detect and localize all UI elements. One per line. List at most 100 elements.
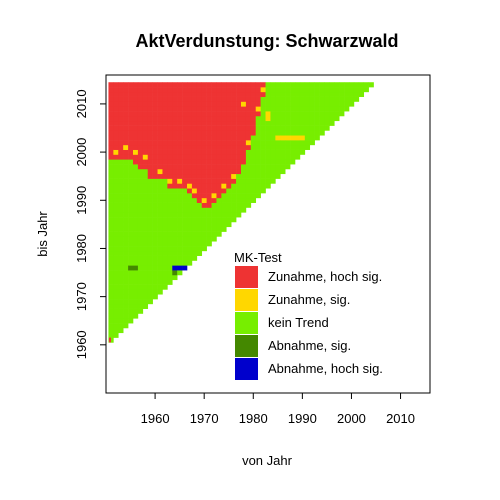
heatmap-cell bbox=[182, 135, 188, 141]
heatmap-cell bbox=[191, 173, 198, 179]
heatmap-cell bbox=[172, 178, 178, 184]
heatmap-cell bbox=[211, 173, 217, 179]
heatmap-cell bbox=[245, 87, 252, 93]
heatmap-cell bbox=[123, 212, 129, 218]
heatmap-cell bbox=[319, 82, 325, 88]
heatmap-cell bbox=[191, 96, 198, 102]
heatmap-cell bbox=[157, 120, 163, 126]
heatmap-cell bbox=[290, 154, 296, 160]
heatmap-cell bbox=[123, 260, 129, 266]
heatmap-cell bbox=[265, 130, 271, 136]
heatmap-cell bbox=[113, 212, 119, 218]
heatmap-cell bbox=[162, 260, 168, 266]
heatmap-cell bbox=[133, 188, 139, 194]
heatmap-cell bbox=[167, 221, 173, 228]
heatmap-cell bbox=[299, 120, 306, 126]
heatmap-cell bbox=[285, 82, 291, 88]
heatmap-cell bbox=[167, 193, 173, 199]
x-tick-label: 2000 bbox=[337, 411, 366, 426]
heatmap-cell bbox=[167, 154, 173, 160]
heatmap-cell bbox=[206, 101, 212, 107]
heatmap-cell bbox=[206, 221, 212, 228]
heatmap-cell bbox=[123, 274, 129, 281]
heatmap-cell bbox=[245, 149, 252, 155]
heatmap-cell bbox=[265, 183, 271, 189]
heatmap-cell bbox=[191, 111, 198, 117]
heatmap-cell bbox=[211, 154, 217, 160]
heatmap-cell bbox=[295, 87, 301, 93]
heatmap-cell bbox=[250, 154, 257, 160]
heatmap-cell bbox=[182, 154, 188, 160]
heatmap-cell bbox=[172, 231, 178, 237]
heatmap-cell bbox=[108, 115, 114, 122]
heatmap-cell bbox=[167, 250, 173, 256]
heatmap-cell bbox=[275, 154, 281, 160]
heatmap-cell bbox=[241, 101, 247, 107]
plot-frame bbox=[105, 74, 431, 394]
heatmap-cell bbox=[265, 111, 271, 117]
heatmap-cell bbox=[201, 197, 207, 203]
heatmap-cell bbox=[128, 260, 134, 266]
legend-swatch bbox=[235, 289, 258, 311]
heatmap-cell bbox=[177, 91, 183, 97]
heatmap-cell bbox=[113, 130, 119, 136]
heatmap-cell bbox=[231, 159, 237, 165]
heatmap-cell bbox=[147, 212, 153, 218]
heatmap-cell bbox=[123, 82, 129, 88]
heatmap-cell bbox=[157, 221, 163, 228]
heatmap-cell bbox=[177, 144, 183, 150]
heatmap-cell bbox=[309, 135, 315, 141]
heatmap-cell bbox=[216, 130, 222, 136]
heatmap-cell bbox=[123, 207, 129, 213]
heatmap-cell bbox=[177, 106, 183, 112]
heatmap-cell bbox=[221, 164, 227, 170]
heatmap-cell bbox=[201, 111, 207, 117]
heatmap-cell bbox=[167, 111, 173, 117]
heatmap-cell bbox=[245, 164, 252, 170]
heatmap-cell bbox=[128, 236, 134, 242]
heatmap-cell bbox=[113, 125, 119, 131]
heatmap-cell bbox=[182, 159, 188, 165]
heatmap-cell bbox=[137, 164, 144, 170]
heatmap-cell bbox=[196, 96, 203, 102]
heatmap-cell bbox=[133, 202, 139, 208]
heatmap-cell bbox=[187, 217, 193, 223]
heatmap-cell bbox=[191, 212, 198, 218]
heatmap-cell bbox=[133, 125, 139, 131]
heatmap-cell bbox=[201, 241, 207, 247]
heatmap-cell bbox=[216, 154, 222, 160]
heatmap-cell bbox=[314, 115, 320, 122]
heatmap-cell bbox=[118, 294, 124, 300]
heatmap-cell bbox=[309, 140, 315, 146]
heatmap-cell bbox=[260, 101, 266, 107]
heatmap-cell bbox=[187, 183, 193, 189]
heatmap-cell bbox=[167, 246, 173, 252]
heatmap-cell bbox=[182, 144, 188, 150]
heatmap-cell bbox=[113, 289, 119, 295]
heatmap-cell bbox=[137, 91, 144, 97]
heatmap-cell bbox=[299, 106, 306, 112]
heatmap-cell bbox=[113, 207, 119, 213]
heatmap-cell bbox=[216, 96, 222, 102]
heatmap-cell bbox=[216, 193, 222, 199]
heatmap-cell bbox=[221, 188, 227, 194]
heatmap-cell bbox=[221, 212, 227, 218]
heatmap-cell bbox=[113, 241, 119, 247]
heatmap-cell bbox=[334, 87, 340, 93]
heatmap-cell bbox=[275, 168, 281, 175]
heatmap-cell bbox=[118, 207, 124, 213]
heatmap-cell bbox=[113, 149, 119, 155]
heatmap-cell bbox=[206, 217, 212, 223]
heatmap-cell bbox=[201, 193, 207, 199]
heatmap-cell bbox=[113, 327, 119, 334]
heatmap-cell bbox=[182, 265, 188, 271]
heatmap-cell bbox=[187, 212, 193, 218]
heatmap-cell bbox=[250, 159, 257, 165]
heatmap-cell bbox=[133, 226, 139, 232]
heatmap-cell bbox=[216, 82, 222, 88]
heatmap-cell bbox=[177, 87, 183, 93]
heatmap-cell bbox=[270, 173, 276, 179]
heatmap-cell bbox=[108, 149, 114, 155]
heatmap-cell bbox=[108, 221, 114, 228]
heatmap-cell bbox=[157, 284, 163, 290]
